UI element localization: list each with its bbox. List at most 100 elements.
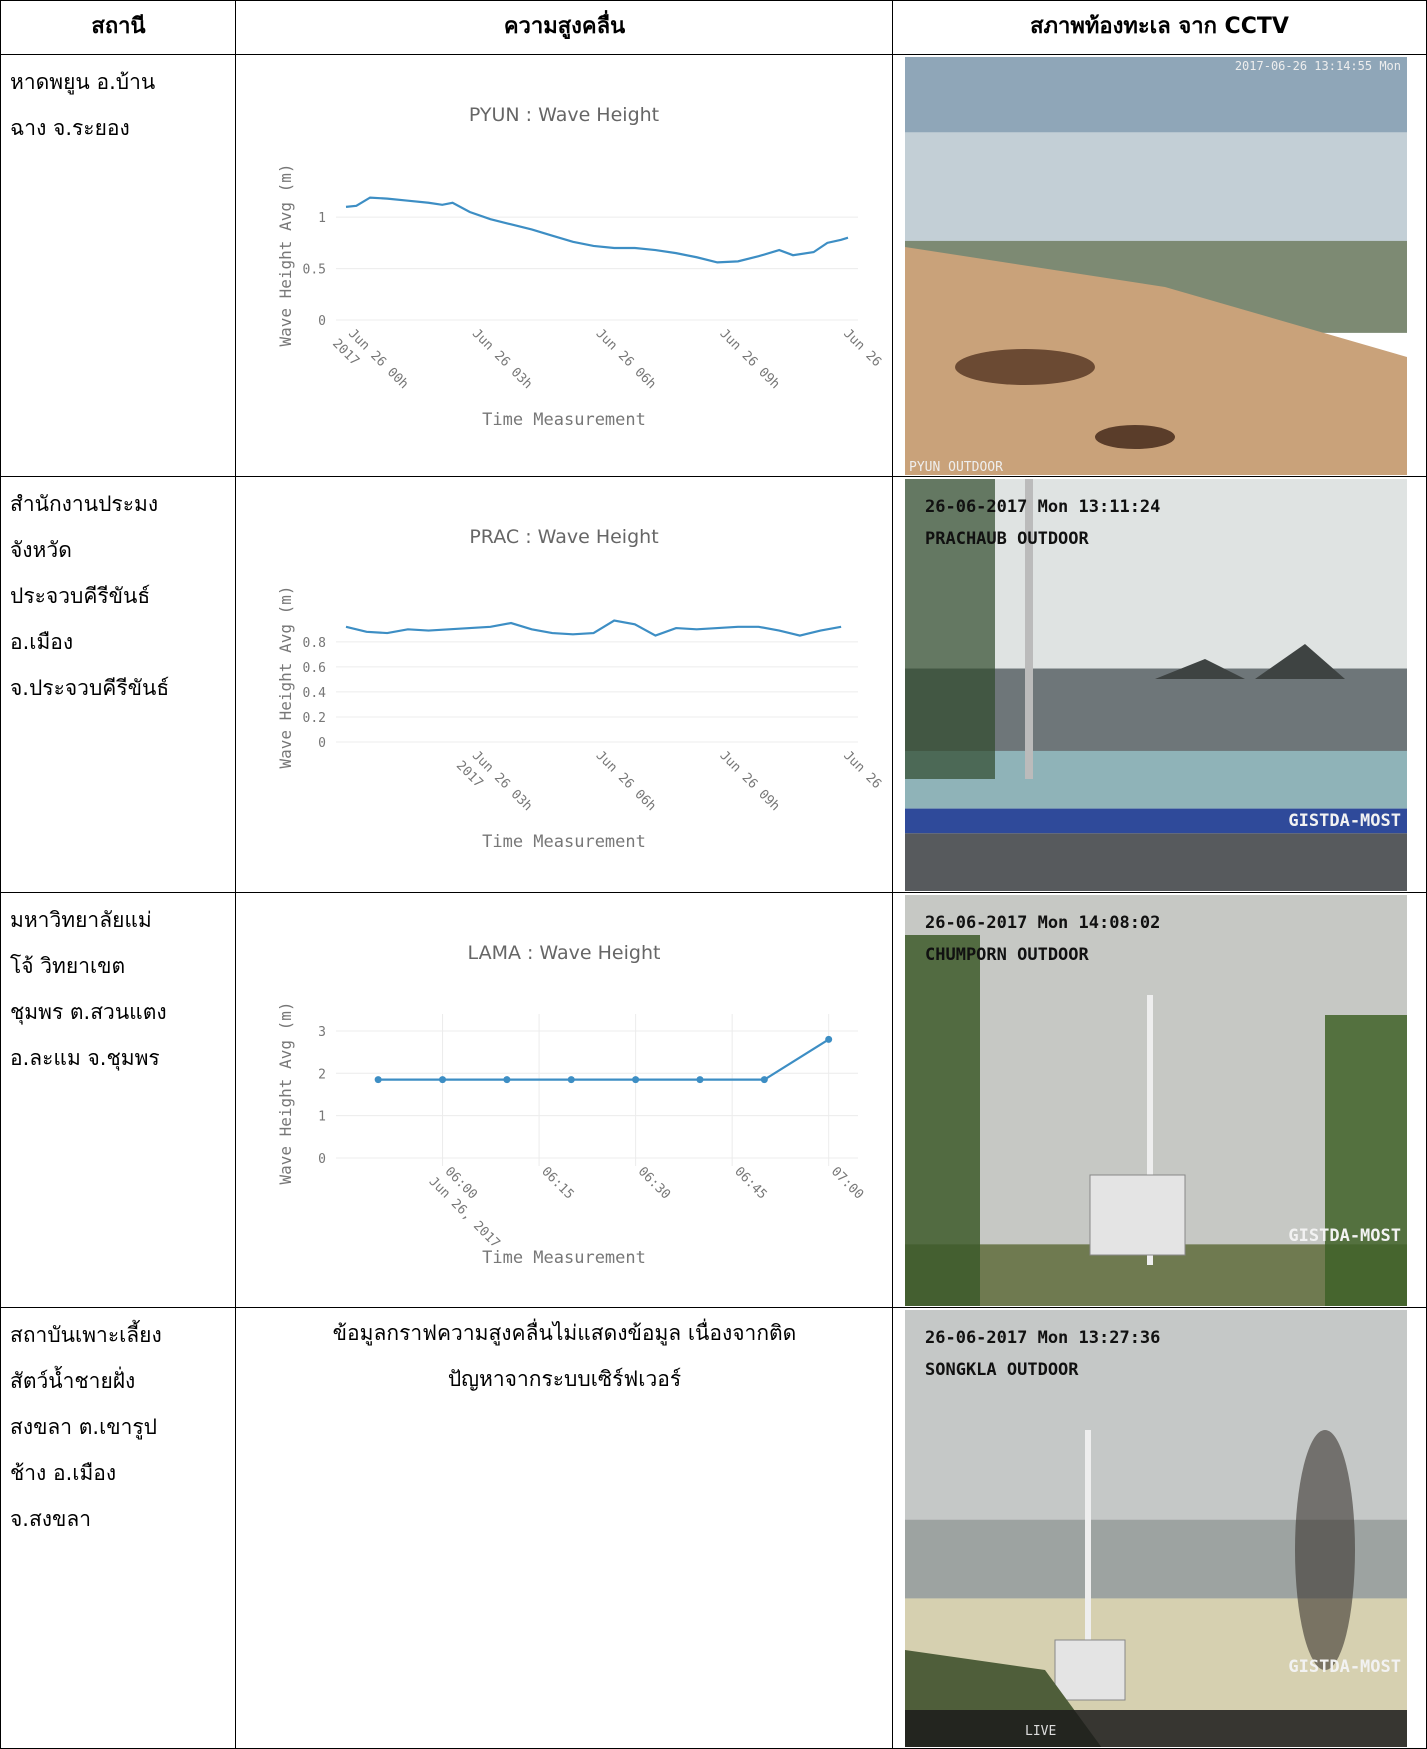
station-line: สงขลา ต.เขารูป [10,1415,158,1439]
station-line: จ.สงขลา [10,1507,92,1531]
x-axis-label: Time Measurement [482,832,646,852]
cctv-watermark: GISTDA-MOST [1288,811,1401,831]
y-tick-label: 0 [318,1152,326,1167]
cctv-watermark: GISTDA-MOST [1288,1226,1401,1246]
cctv-cell: 26-06-2017 Mon 13:27:36 SONGKLA OUTDOOR GI… [892,1307,1427,1749]
cctv-scene [905,479,1407,891]
header-cell: สถานี [0,0,236,55]
header-cell: ความสูงคลื่น [235,0,893,55]
data-line [345,196,849,264]
y-axis-label: Wave Height Avg (m) [276,585,295,768]
scene-shape [1155,659,1245,679]
station-line: จังหวัด [10,538,72,562]
scene-shape [955,349,1095,385]
data-point [439,1076,447,1084]
station-cell: มหาวิทยาลัยแม่ โจ้ วิทยาเขต ชุมพร ต.สวนแตง… [0,892,236,1308]
cctv-cell: 26-06-2017 Mon 14:08:02 CHUMPORN OUTDOOR G… [892,892,1427,1308]
scene-shape [905,132,1407,246]
station-line: สำนักงานประมง [10,492,159,516]
cctv-image: 26-06-2017 Mon 14:08:02 CHUMPORN OUTDOOR G… [905,895,1407,1306]
chart: PRAC : Wave Height Wave Height Avg (m) Tim… [276,526,884,852]
cctv-cell: 26-06-2017 Mon 13:11:24 PRACHAUB OUTDOOR G… [892,476,1427,893]
station-line: หาดพยูน อ.บ้าน [10,70,156,94]
header-text: สภาพท้องทะเล จาก CCTV [1030,14,1289,39]
y-tick-label: 0 [318,314,326,329]
x-tick-label: Jun 26 06h [593,326,659,392]
x-axis-label: Time Measurement [482,410,646,430]
data-point [696,1076,704,1084]
station-line: ประจวบคีรีขันธ์ [10,584,151,608]
data-point [760,1076,768,1084]
station-line: โจ้ วิทยาเขต [10,954,126,978]
header-text: ความสูงคลื่น [503,14,626,39]
data-line [378,1038,830,1081]
chart: PYUN : Wave Height Wave Height Avg (m) Tim… [276,104,884,430]
wave-cell: ข้อมูลกราฟความสูงคลื่นไม่แสดงข้อมูล เนื่… [235,1307,893,1749]
data-point [632,1076,640,1084]
station-cell: สำนักงานประมงจังหวัดประจวบคีรีขันธ์อ.เมื… [0,476,236,893]
scene-shape [1147,995,1153,1265]
wave-cell: PYUN : Wave Height Wave Height Avg (m) Tim… [235,54,893,477]
cctv-watermark: GISTDA-MOST [1288,1657,1401,1677]
cctv-cell: 2017-06-26 13:14:55 Mon PYUN OUTDOOR [892,54,1427,477]
y-tick-label: 1 [318,211,326,226]
station-line: จ.ประจวบคีรีขันธ์ [10,676,170,700]
scene-shape [905,247,1407,475]
y-tick-label: 0 [318,736,326,751]
x-axis-label: Time Measurement [482,1248,646,1268]
data-point [503,1076,511,1084]
station-line: สถาบันเพาะเลี้ยง [10,1323,162,1347]
y-tick-label: 0.4 [303,686,327,701]
cctv-name: SONGKLA OUTDOOR [925,1360,1079,1380]
y-tick-label: 0.8 [303,636,326,651]
y-tick-label: 1 [318,1110,326,1125]
x-tick-label: Jun 26 [840,326,884,370]
x-tick-label: Jun 26 [840,748,884,792]
x-tick-label: 07:00 [828,1164,866,1202]
header-cell: สภาพท้องทะเล จาก CCTV [892,0,1427,55]
scene-shape [905,1710,1407,1747]
station-line: สัตว์น้ำชายฝั่ง [10,1369,136,1393]
x-tick-label: Jun 26 09h [717,748,783,814]
scene-shape [905,479,995,779]
y-tick-label: 2 [318,1067,326,1082]
header-text: สถานี [91,14,146,39]
y-axis-label: Wave Height Avg (m) [276,163,295,346]
scene-shape [905,935,980,1306]
cctv-timestamp: 26-06-2017 Mon 13:11:24 [925,497,1161,517]
cctv-image: 26-06-2017 Mon 13:27:36 SONGKLA OUTDOOR GI… [905,1310,1407,1747]
station-line: อ.เมือง [10,630,74,654]
x-tick-label: Jun 26 09h [717,326,783,392]
y-tick-label: 0.5 [303,263,326,278]
wave-cell: LAMA : Wave Height Wave Height Avg (m) Tim… [235,892,893,1308]
cctv-timestamp: 26-06-2017 Mon 14:08:02 [925,913,1161,933]
chart-title: PYUN : Wave Height [469,104,659,126]
cctv-name: PYUN OUTDOOR [909,460,1003,475]
y-tick-label: 0.2 [303,711,326,726]
station-cell: หาดพยูน อ.บ้านฉาง จ.ระยอง [0,54,236,477]
note-line: ปัญหาจากระบบเซิร์ฟเวอร์ [447,1367,682,1391]
live-badge: LIVE [1025,1724,1057,1739]
scene-shape [1025,479,1033,779]
cctv-scene [905,895,1407,1306]
scene-shape [905,808,1407,834]
cctv-image: 26-06-2017 Mon 13:11:24 PRACHAUB OUTDOOR G… [905,479,1407,891]
y-tick-label: 0.6 [303,661,326,676]
data-point [374,1076,382,1084]
scene-shape [1325,1015,1407,1306]
scene-shape [1089,1174,1186,1256]
station-cell: สถาบันเพาะเลี้ยงสัตว์น้ำชายฝั่งสงขลา ต.เ… [0,1307,236,1749]
data-point [567,1076,575,1084]
cctv-image: 2017-06-26 13:14:55 Mon PYUN OUTDOOR [905,57,1407,475]
cctv-timestamp: 2017-06-26 13:14:55 Mon [1234,59,1401,73]
x-tick-label: Jun 26 03h [469,326,535,392]
x-tick-label: 06:15 [538,1164,576,1202]
note-line: ข้อมูลกราฟความสูงคลื่นไม่แสดงข้อมูล เนื่… [332,1321,797,1345]
y-tick-label: 3 [318,1025,326,1040]
scene-shape [1054,1639,1126,1701]
scene-shape [1295,1430,1355,1670]
chart: LAMA : Wave Height Wave Height Avg (m) Tim… [276,942,866,1268]
scene-shape [1085,1430,1091,1700]
station-line: ฉาง จ.ระยอง [10,116,130,140]
